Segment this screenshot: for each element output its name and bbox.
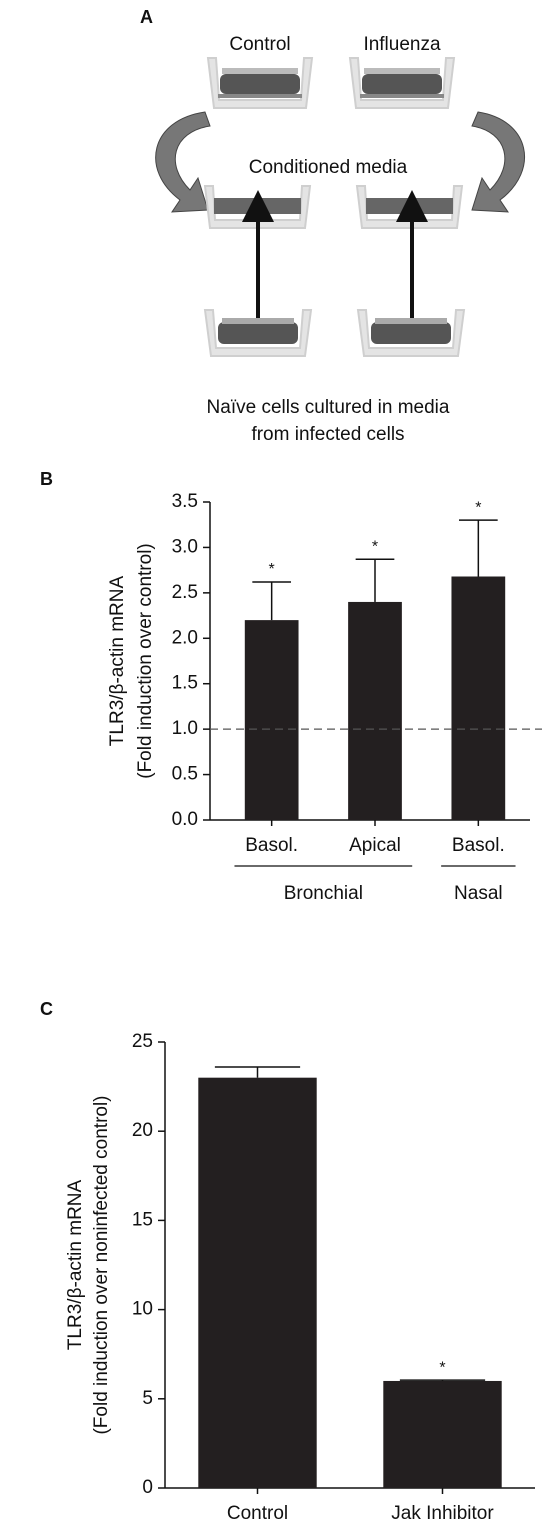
bar (198, 1077, 317, 1488)
y-tick-label: 3.0 (172, 536, 198, 557)
well-label: Influenza (363, 34, 441, 55)
middle-label: Conditioned media (249, 157, 408, 178)
y-tick-label: 0 (142, 1477, 153, 1498)
x-tick-label: Control (227, 1503, 288, 1522)
well (355, 185, 464, 229)
y-tick-label: 1.5 (172, 673, 198, 694)
panel-label: B (40, 469, 53, 489)
y-tick-label: 0.5 (172, 764, 198, 785)
y-tick-label: 25 (132, 1031, 153, 1052)
y-tick-label: 0.0 (172, 809, 198, 830)
curved-arrow (155, 111, 211, 213)
y-tick-label: 20 (132, 1120, 153, 1141)
bar (244, 620, 299, 820)
panel-label: A (140, 7, 153, 27)
well (203, 309, 313, 357)
panel-label: C (40, 999, 53, 1019)
y-tick-label: 2.5 (172, 582, 198, 603)
group-label: Nasal (454, 883, 503, 904)
x-tick-label: Basol. (452, 835, 505, 856)
y-tick-label: 2.0 (172, 627, 198, 648)
significance: * (439, 1359, 445, 1376)
y-tick-label: 3.5 (172, 491, 198, 512)
well-label: Control (229, 34, 290, 55)
y-tick-label: 1.0 (172, 718, 198, 739)
y-axis-label: TLR3/β-actin mRNA (65, 1180, 86, 1351)
significance: * (269, 561, 275, 578)
well (348, 57, 456, 109)
significance: * (372, 538, 378, 555)
curved-arrow (471, 111, 525, 213)
x-tick-label: Apical (349, 835, 401, 856)
y-tick-label: 5 (142, 1388, 153, 1409)
significance: * (475, 499, 481, 516)
caption: from infected cells (251, 424, 404, 445)
bar (348, 601, 402, 820)
y-tick-label: 10 (132, 1299, 153, 1320)
well (206, 57, 314, 109)
x-tick-label: Jak Inhibitor (391, 1503, 494, 1522)
y-axis-label: (Fold induction over noninfected control… (91, 1095, 112, 1434)
y-axis-label: TLR3/β-actin mRNA (107, 576, 128, 747)
panel-a: A Control Influenza Conditioned media (140, 7, 525, 445)
group-label: Bronchial (284, 883, 363, 904)
caption: Naïve cells cultured in media (207, 397, 450, 418)
x-tick-label: Basol. (245, 835, 298, 856)
bar (451, 576, 506, 820)
bar (383, 1380, 502, 1488)
y-tick-label: 15 (132, 1209, 153, 1230)
well (356, 309, 466, 357)
y-axis-label: (Fold induction over control) (135, 543, 156, 779)
